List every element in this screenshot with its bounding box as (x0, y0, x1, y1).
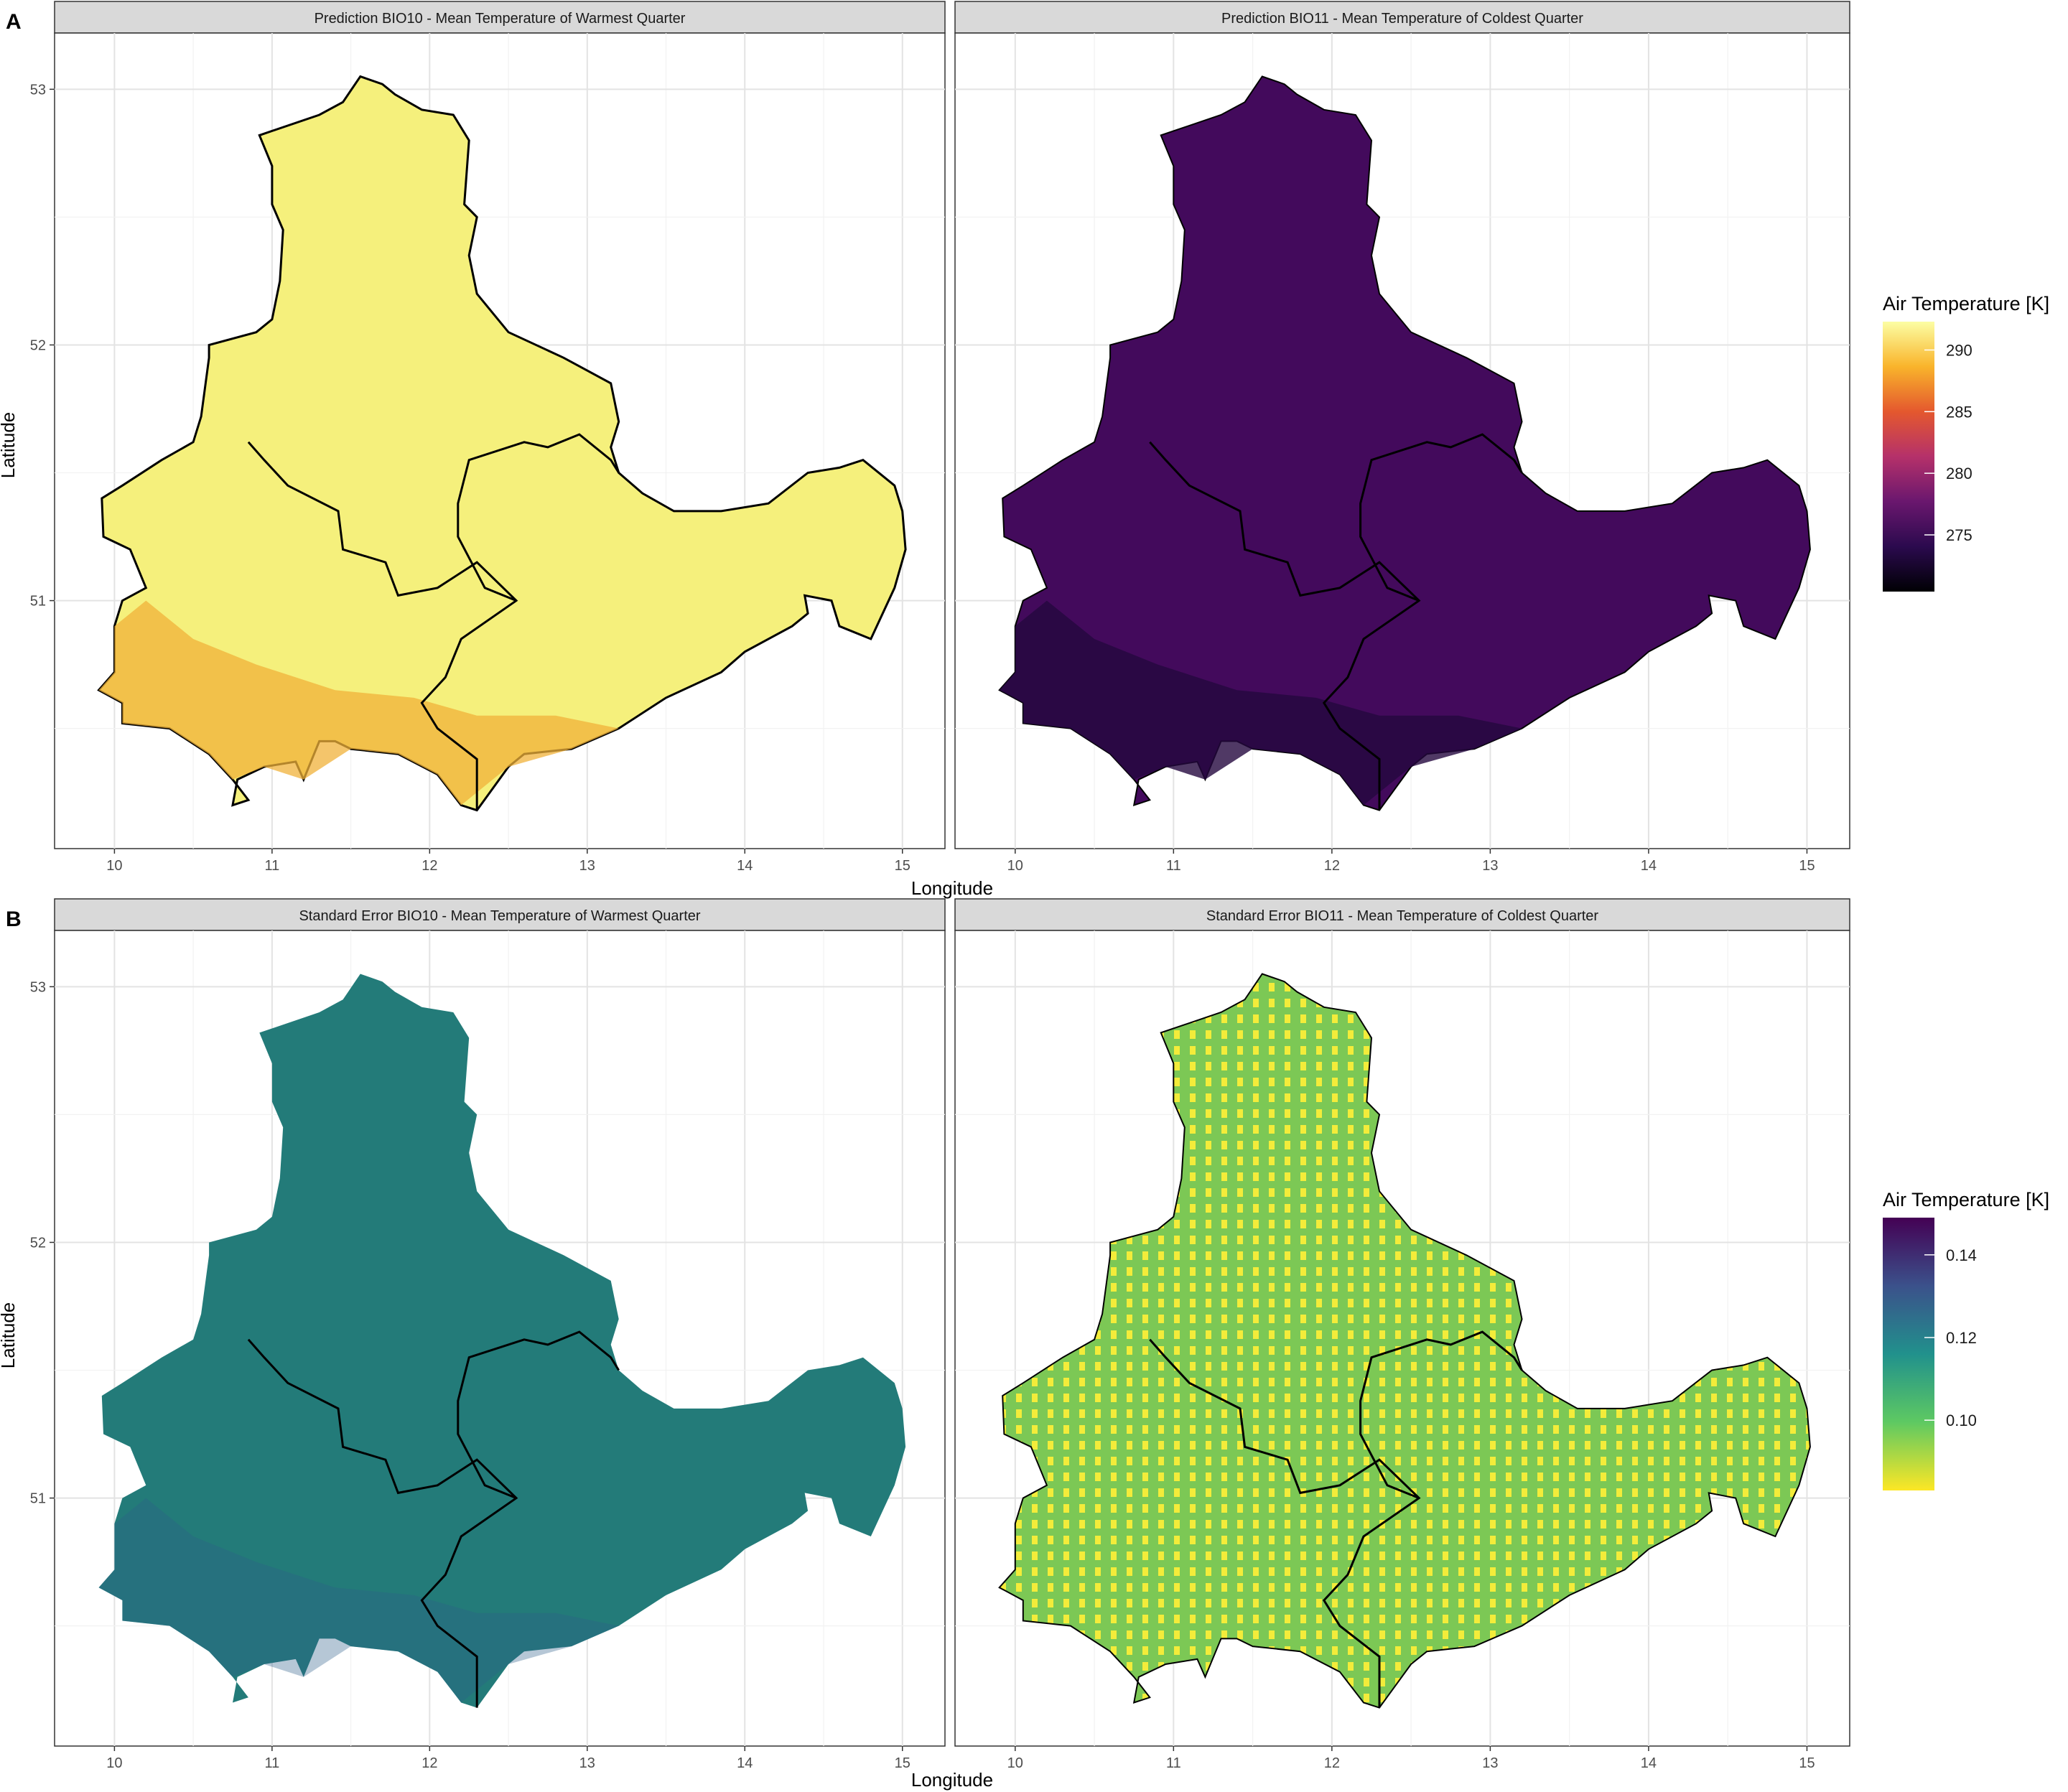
x-tick-label: 13 (579, 1755, 595, 1771)
legend-ticks: 290 285 280 275 (1924, 341, 1972, 544)
legend-tick-label: 290 (1946, 341, 1972, 359)
legend-tick-label: 285 (1946, 403, 1972, 421)
region-warm-zone (98, 600, 619, 806)
region-high-error-zone (98, 1498, 619, 1703)
x-tick-label: 15 (895, 858, 910, 874)
region-inner-borders (1149, 433, 1523, 811)
y-axis-title-a: Latitude (0, 412, 19, 479)
legend-colorbar (1883, 1218, 1934, 1490)
x-tick-label: 11 (1166, 858, 1181, 874)
x-tick-label: 11 (264, 1755, 279, 1771)
x-axis-title-b: Longitude (911, 1769, 993, 1791)
x-tick-label: 15 (1799, 1755, 1815, 1771)
y-tick-label: 53 (30, 979, 46, 995)
panel-title: Prediction BIO11 - Mean Temperature of C… (1221, 11, 1583, 27)
x-tick-label: 11 (264, 858, 279, 874)
x-tick-label: 10 (1007, 1755, 1023, 1771)
x-tick-label: 15 (1799, 858, 1815, 874)
y-axis-title-b: Latitude (0, 1302, 19, 1369)
x-tick-label: 10 (106, 1755, 122, 1771)
x-tick-label: 15 (895, 1755, 910, 1771)
x-tick-label: 12 (1324, 858, 1340, 874)
x-tick-label: 13 (1482, 1755, 1498, 1771)
panel-title: Prediction BIO10 - Mean Temperature of W… (315, 11, 686, 27)
y-tick-label: 52 (30, 337, 46, 353)
panel-b-left: Standard Error BIO10 - Mean Temperature … (54, 898, 946, 1747)
x-tick-label: 13 (579, 858, 595, 874)
strip (54, 898, 946, 931)
strip (954, 898, 1850, 931)
x-tick-label: 14 (1641, 858, 1657, 874)
x-tick-label: 14 (737, 1755, 753, 1771)
row-label-a: A (6, 10, 22, 34)
legend-tick-label: 280 (1946, 465, 1972, 482)
panel-title: Standard Error BIO10 - Mean Temperature … (299, 908, 700, 924)
y-tick-label: 53 (30, 82, 46, 98)
panel-a-right: Prediction BIO11 - Mean Temperature of C… (954, 1, 1850, 849)
strip (54, 1, 946, 34)
region-inner-borders (1149, 1330, 1523, 1708)
legend-tick-label: 275 (1946, 526, 1972, 544)
legend-ticks: 0.14 0.12 0.10 (1924, 1246, 1977, 1429)
y-tick-label: 52 (30, 1235, 46, 1251)
panel-a-left: Prediction BIO10 - Mean Temperature of W… (54, 1, 946, 849)
y-tick-label: 51 (30, 1491, 46, 1507)
region-shape (98, 974, 906, 1708)
y-tick-label: 51 (30, 594, 46, 610)
legend-a: Air Temperature [K] 290 285 280 275 (1883, 293, 2049, 592)
legend-colorbar (1883, 322, 1934, 592)
legend-title: Air Temperature [K] (1883, 293, 2049, 314)
x-tick-label: 12 (1324, 1755, 1340, 1771)
region-shape (998, 973, 1811, 1709)
region-inner-borders (247, 433, 620, 811)
legend-tick-label: 0.12 (1946, 1329, 1977, 1347)
strip (954, 1, 1850, 34)
region-cold-zone (999, 600, 1522, 806)
x-axis-title-a: Longitude (911, 877, 993, 899)
x-tick-label: 10 (106, 858, 122, 874)
x-tick-label: 11 (1166, 1755, 1181, 1771)
legend-tick-label: 0.14 (1946, 1246, 1977, 1264)
x-tick-label: 12 (421, 1755, 437, 1771)
x-tick-label: 14 (737, 858, 753, 874)
row-label-b: B (6, 907, 22, 931)
x-tick-label: 10 (1007, 858, 1023, 874)
legend-b: Air Temperature [K] 0.14 0.12 0.10 (1883, 1189, 2049, 1490)
axis-ticks: 10 11 12 13 14 15 53 52 51 10 11 12 13 14 15 10 11 12 13 14… (30, 82, 1815, 1771)
panel-b-right: Standard Error BIO11 - Mean Temperature … (954, 898, 1850, 1747)
x-tick-label: 12 (421, 858, 437, 874)
legend-title: Air Temperature [K] (1883, 1189, 2049, 1210)
panel-title: Standard Error BIO11 - Mean Temperature … (1206, 908, 1599, 924)
x-tick-label: 14 (1641, 1755, 1657, 1771)
legend-tick-label: 0.10 (1946, 1411, 1977, 1429)
x-tick-label: 13 (1482, 858, 1498, 874)
region-inner-borders (247, 1330, 620, 1708)
